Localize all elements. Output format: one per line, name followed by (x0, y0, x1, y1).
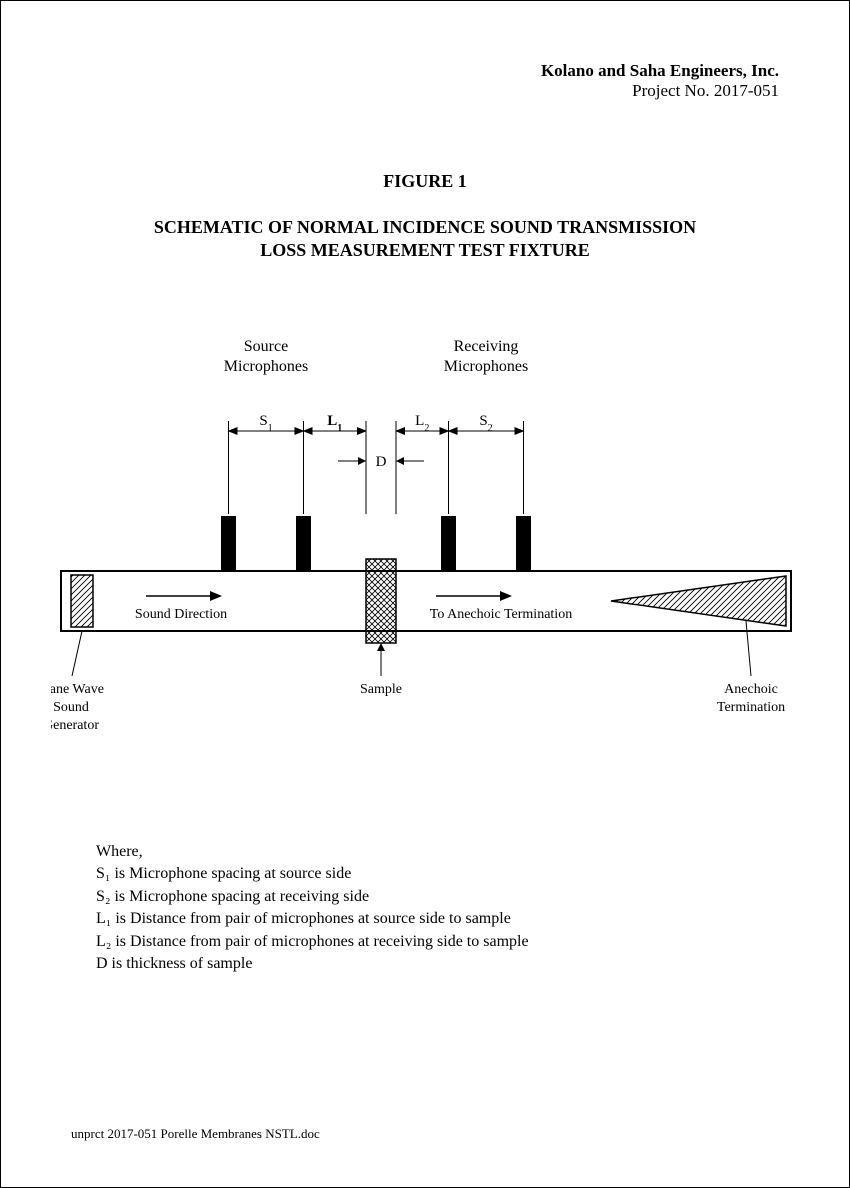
svg-text:Sample: Sample (360, 682, 402, 697)
svg-text:D: D (376, 454, 387, 470)
svg-text:S1: S1 (259, 413, 272, 434)
schematic-diagram: Source Microphones Receiving Microphones S1 L… (51, 321, 801, 741)
figure-label: FIGURE 1 (1, 171, 849, 192)
legend-l1: L₁ is Distance from pair of microphones … (96, 908, 529, 930)
svg-text:Source: Source (244, 338, 288, 355)
svg-text:Sound Direction: Sound Direction (135, 607, 227, 622)
svg-text:Generator: Generator (51, 718, 99, 733)
legend-l2: L₂ is Distance from pair of microphones … (96, 931, 529, 953)
page: Kolano and Saha Engineers, Inc. Project … (0, 0, 850, 1188)
svg-text:Receiving: Receiving (454, 338, 519, 355)
svg-text:Microphones: Microphones (444, 358, 528, 375)
legend-s2: S₂ is Microphone spacing at receiving si… (96, 886, 529, 908)
legend-s1: S₁ is Microphone spacing at source side (96, 863, 529, 885)
svg-text:Anechoic: Anechoic (724, 682, 778, 697)
figure-title: SCHEMATIC OF NORMAL INCIDENCE SOUND TRAN… (1, 216, 849, 263)
project-no: Project No. 2017-051 (541, 81, 779, 101)
legend-d: D is thickness of sample (96, 953, 529, 975)
svg-text:Plane Wave: Plane Wave (51, 682, 104, 697)
svg-text:Sound: Sound (53, 700, 89, 715)
svg-text:To Anechoic Termination: To Anechoic Termination (430, 607, 572, 622)
title-line1: SCHEMATIC OF NORMAL INCIDENCE SOUND TRAN… (154, 217, 696, 237)
svg-text:Termination: Termination (717, 700, 785, 715)
svg-text:Microphones: Microphones (224, 358, 308, 375)
company-name: Kolano and Saha Engineers, Inc. (541, 61, 779, 81)
svg-text:S2: S2 (479, 413, 492, 434)
svg-text:L2: L2 (415, 413, 429, 434)
schematic-svg: Source Microphones Receiving Microphones S1 L… (51, 321, 801, 741)
legend: Where, S₁ is Microphone spacing at sourc… (96, 841, 529, 975)
svg-text:L1: L1 (327, 413, 342, 434)
legend-where: Where, (96, 841, 529, 863)
footer-filename: unprct 2017-051 Porelle Membranes NSTL.d… (71, 1126, 320, 1142)
header: Kolano and Saha Engineers, Inc. Project … (541, 61, 779, 101)
title-line2: LOSS MEASUREMENT TEST FIXTURE (260, 240, 590, 260)
